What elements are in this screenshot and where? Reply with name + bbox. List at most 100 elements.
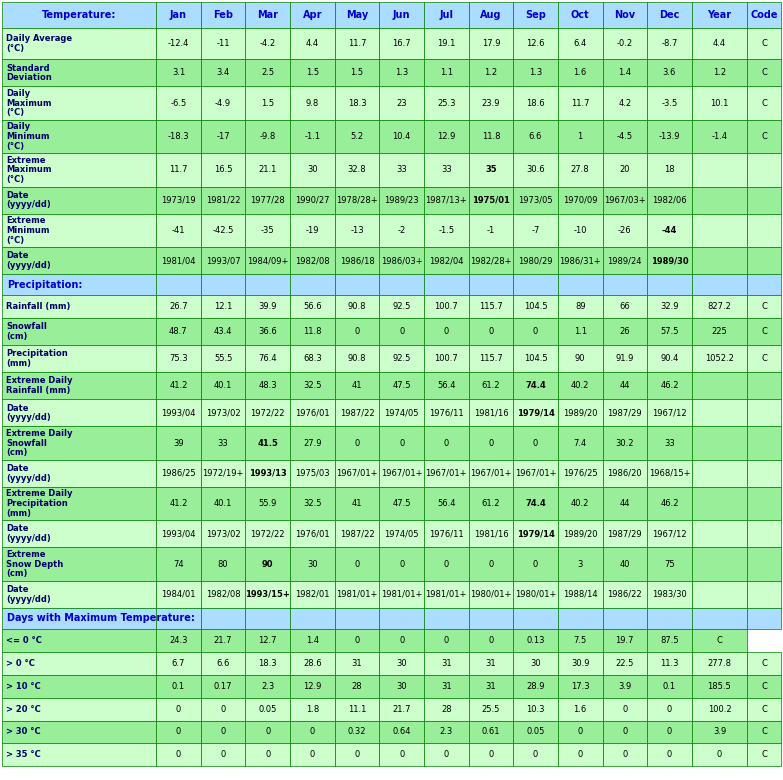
Text: 9.8: 9.8 xyxy=(305,98,319,108)
Bar xyxy=(747,520,781,548)
Bar xyxy=(2,721,156,743)
Bar xyxy=(334,345,379,372)
Bar xyxy=(245,743,290,767)
Text: 31: 31 xyxy=(485,658,496,668)
Text: 31: 31 xyxy=(441,658,452,668)
Bar xyxy=(424,295,468,318)
Text: 1981/22: 1981/22 xyxy=(206,196,240,204)
Text: 0: 0 xyxy=(399,750,404,760)
Text: 1.6: 1.6 xyxy=(574,69,586,77)
Bar xyxy=(603,520,648,548)
Bar xyxy=(648,581,692,608)
Bar xyxy=(692,87,747,120)
Text: 0: 0 xyxy=(176,704,181,714)
Bar xyxy=(557,318,603,345)
Bar xyxy=(2,608,156,629)
Text: > 0 °C: > 0 °C xyxy=(6,658,35,668)
Bar xyxy=(747,28,781,59)
Text: 1973/05: 1973/05 xyxy=(518,196,553,204)
Text: 1981/01+: 1981/01+ xyxy=(337,590,377,599)
Bar xyxy=(747,651,781,675)
Text: -44: -44 xyxy=(662,226,677,235)
Bar xyxy=(424,87,468,120)
Text: 1972/19+: 1972/19+ xyxy=(202,469,244,478)
Bar xyxy=(603,581,648,608)
Bar xyxy=(648,28,692,59)
Text: 31: 31 xyxy=(441,682,452,690)
Text: -4.9: -4.9 xyxy=(215,98,231,108)
Bar xyxy=(334,675,379,697)
Bar xyxy=(557,697,603,721)
Text: 30: 30 xyxy=(530,658,541,668)
Text: 1967/12: 1967/12 xyxy=(652,530,687,538)
Text: 1.2: 1.2 xyxy=(713,69,726,77)
Bar xyxy=(648,214,692,247)
Bar xyxy=(156,87,200,120)
Bar xyxy=(200,318,245,345)
Bar xyxy=(513,629,557,651)
Text: Temperature:: Temperature: xyxy=(41,10,116,20)
Text: 28: 28 xyxy=(352,682,363,690)
Bar xyxy=(747,675,781,697)
Bar xyxy=(557,120,603,153)
Text: 1967/01+: 1967/01+ xyxy=(336,469,377,478)
Text: -42.5: -42.5 xyxy=(212,226,234,235)
Text: Dec: Dec xyxy=(659,10,680,20)
Text: 39: 39 xyxy=(173,438,184,448)
Text: C: C xyxy=(761,354,767,363)
Text: 61.2: 61.2 xyxy=(482,381,500,390)
Bar xyxy=(648,153,692,186)
Text: 1978/28+: 1978/28+ xyxy=(336,196,378,204)
Text: 0: 0 xyxy=(578,750,583,760)
Bar xyxy=(334,120,379,153)
Bar xyxy=(513,214,557,247)
Bar xyxy=(290,697,334,721)
Text: 1984/09+: 1984/09+ xyxy=(247,256,288,265)
Bar xyxy=(557,2,603,28)
Text: 11.7: 11.7 xyxy=(348,39,366,48)
Bar xyxy=(156,675,200,697)
Text: 27.8: 27.8 xyxy=(571,165,590,175)
Bar xyxy=(200,487,245,520)
Bar xyxy=(334,629,379,651)
Text: 1987/29: 1987/29 xyxy=(608,530,642,538)
Text: 18.3: 18.3 xyxy=(258,658,277,668)
Bar xyxy=(557,28,603,59)
Bar xyxy=(334,87,379,120)
Bar xyxy=(468,427,513,459)
Bar xyxy=(245,581,290,608)
Bar xyxy=(245,651,290,675)
Bar xyxy=(557,275,603,295)
Bar xyxy=(557,548,603,581)
Text: 0: 0 xyxy=(667,750,672,760)
Text: 36.6: 36.6 xyxy=(258,327,277,336)
Bar xyxy=(603,629,648,651)
Text: 12.6: 12.6 xyxy=(526,39,545,48)
Bar xyxy=(290,459,334,487)
Text: -8.7: -8.7 xyxy=(662,39,677,48)
Bar xyxy=(424,318,468,345)
Bar xyxy=(468,275,513,295)
Text: Date
(yyyy/dd): Date (yyyy/dd) xyxy=(6,191,51,210)
Text: 1982/08: 1982/08 xyxy=(206,590,240,599)
Text: 1977/28: 1977/28 xyxy=(251,196,285,204)
Text: 1982/28+: 1982/28+ xyxy=(470,256,511,265)
Text: 1986/18: 1986/18 xyxy=(340,256,374,265)
Text: 1976/11: 1976/11 xyxy=(429,409,464,417)
Text: 1981/04: 1981/04 xyxy=(161,256,196,265)
Bar xyxy=(200,651,245,675)
Bar xyxy=(334,581,379,608)
Bar xyxy=(334,318,379,345)
Text: -13: -13 xyxy=(350,226,364,235)
Bar xyxy=(290,581,334,608)
Bar xyxy=(648,345,692,372)
Text: 1970/09: 1970/09 xyxy=(563,196,597,204)
Text: 1987/22: 1987/22 xyxy=(340,409,374,417)
Bar xyxy=(290,87,334,120)
Text: 92.5: 92.5 xyxy=(392,302,411,311)
Bar xyxy=(603,487,648,520)
Bar xyxy=(603,721,648,743)
Bar xyxy=(468,120,513,153)
Bar xyxy=(156,275,200,295)
Bar xyxy=(156,153,200,186)
